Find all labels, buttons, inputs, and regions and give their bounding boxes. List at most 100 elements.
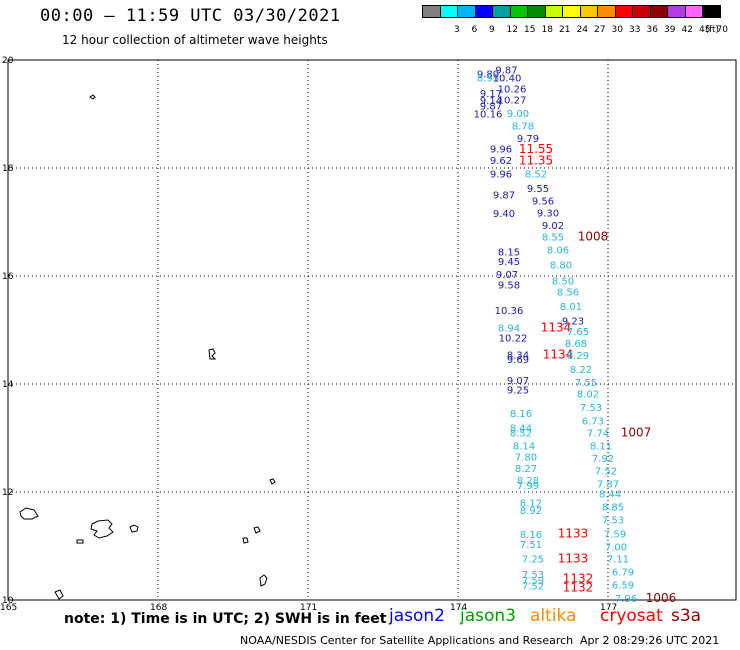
wave-height-value: 9.87 <box>493 190 515 201</box>
wave-height-value: 9.30 <box>537 208 559 219</box>
wave-height-value: 9.96 <box>490 169 512 180</box>
wave-height-value: 7.25 <box>522 554 544 565</box>
wave-height-value: 8.14 <box>513 442 535 453</box>
legend-label: 6 <box>471 25 478 35</box>
island-outline <box>89 94 96 100</box>
island-outline <box>208 348 217 360</box>
wave-height-value: 9.87 <box>480 101 502 112</box>
wave-height-value: 8.06 <box>547 246 569 257</box>
legend-label: 9 <box>489 25 495 35</box>
wave-height-value: 8.29 <box>567 351 589 362</box>
wave-height-value: 8.34 <box>507 350 529 361</box>
wave-height-value: 7.53 <box>602 516 624 527</box>
wave-height-value: 8.27 <box>515 464 537 475</box>
wave-height-value: 1133 <box>558 527 589 541</box>
wave-height-value: 10.22 <box>499 334 528 345</box>
wave-height-value: 9.55 <box>527 184 549 195</box>
satellite-label: jason3 <box>460 606 516 626</box>
legend-label: 21 <box>559 25 571 35</box>
wave-height-value: 11.55 <box>519 142 553 156</box>
wave-height-value: 8.95 <box>477 73 499 84</box>
wave-height-value: 7.11 <box>607 554 629 565</box>
wave-height-value: 7.53 <box>580 403 602 414</box>
wave-height-value: 9.17 <box>480 89 502 100</box>
latitude-label: 18 <box>2 164 14 174</box>
longitude-label: 168 <box>150 603 167 613</box>
wave-height-value: 8.44 <box>510 424 532 435</box>
wave-height-value: 1006 <box>646 591 677 605</box>
satellite-label: jason2 <box>389 606 445 626</box>
island-outline <box>76 539 84 544</box>
island-outline <box>129 524 139 533</box>
credit-line: NOAA/NESDIS Center for Satellite Applica… <box>240 634 574 647</box>
legend-label: 15 <box>524 25 536 35</box>
wave-height-value: 9.14 <box>480 96 502 107</box>
wave-height-value: 7.52 <box>522 581 544 592</box>
wave-height-value: 9.25 <box>507 385 529 396</box>
wave-height-value: 11.35 <box>519 153 553 167</box>
legend-label: 3 <box>454 25 460 35</box>
wave-height-value: 8.28 <box>517 476 539 487</box>
wave-height-value: 1008 <box>578 230 609 244</box>
wave-height-value: 8.15 <box>498 248 520 259</box>
wave-height-value: 8.80 <box>550 261 572 272</box>
wave-height-value: 8.68 <box>565 339 587 350</box>
latitude-label: 16 <box>2 272 14 282</box>
wave-height-value: 1134 <box>543 347 574 361</box>
wave-height-value: 8.02 <box>577 390 599 401</box>
wave-height-value: 6.73 <box>582 417 604 428</box>
wave-height-value: 8.55 <box>542 233 564 244</box>
wave-height-value: 7.65 <box>567 327 589 338</box>
wave-height-value: 9.56 <box>532 196 554 207</box>
wave-height-value: 10.36 <box>495 306 524 317</box>
wave-height-value: 7.92 <box>592 454 614 465</box>
wave-height-value: 10.26 <box>498 85 527 96</box>
wave-height-value: 9.69 <box>507 355 529 366</box>
longitude-label: 165 <box>0 603 17 613</box>
wave-height-value: 9.07 <box>496 270 518 281</box>
latitude-label: 20 <box>2 56 14 66</box>
wave-height-value: 7.87 <box>597 479 619 490</box>
wave-height-value: 9.87 <box>495 66 517 77</box>
legend-label: 36 <box>646 25 658 35</box>
legend-label: 39 <box>664 25 676 35</box>
footer-note: note: 1) Time is in UTC; 2) SWH is in fe… <box>64 611 387 627</box>
longitude-label: 174 <box>450 603 467 613</box>
island-outline <box>19 507 39 520</box>
wave-height-value: 9.80 <box>477 70 499 81</box>
wave-height-value: 8.44 <box>599 490 621 501</box>
wave-height-value: 8.01 <box>560 302 582 313</box>
wave-height-value: 7.52 <box>595 466 617 477</box>
island-outline <box>90 519 114 539</box>
legend-label: 70 <box>716 25 728 35</box>
island-outline <box>54 589 64 600</box>
latitude-label: 12 <box>2 488 13 498</box>
wave-height-value: 6.59 <box>612 580 634 591</box>
wave-height-value: 9.62 <box>490 156 512 167</box>
wave-height-value: 8.52 <box>525 169 547 180</box>
wave-height-value: 9.07 <box>507 376 529 387</box>
map-title: 00:00 – 11:59 UTC 03/30/2021 <box>40 6 341 26</box>
legend-label: 33 <box>629 25 641 35</box>
coastlines <box>19 94 276 600</box>
wave-height-value: 8.16 <box>510 409 532 420</box>
wave-height-value: 7.59 <box>522 576 544 587</box>
island-outline <box>269 478 276 485</box>
graticule <box>7 59 737 601</box>
wave-height-value: 7.96 <box>615 594 637 605</box>
wave-height-value: 9.45 <box>498 257 520 268</box>
wave-height-value: 9.23 <box>562 316 584 327</box>
wave-height-value: 7.59 <box>604 530 626 541</box>
wave-height-value: 7.51 <box>520 540 542 551</box>
wave-height-value: 9.96 <box>490 145 512 156</box>
wave-height-value: 7.80 <box>515 452 537 463</box>
wave-height-value: 10.27 <box>498 95 527 106</box>
wave-height-value: 8.78 <box>512 121 534 132</box>
wave-height-value: 8.11 <box>590 442 612 453</box>
wave-height-value: 8.92 <box>520 506 542 517</box>
wave-height-value: 7.53 <box>522 570 544 581</box>
wave-height-value: 8.52 <box>510 429 532 440</box>
longitude-label: 177 <box>600 603 617 613</box>
